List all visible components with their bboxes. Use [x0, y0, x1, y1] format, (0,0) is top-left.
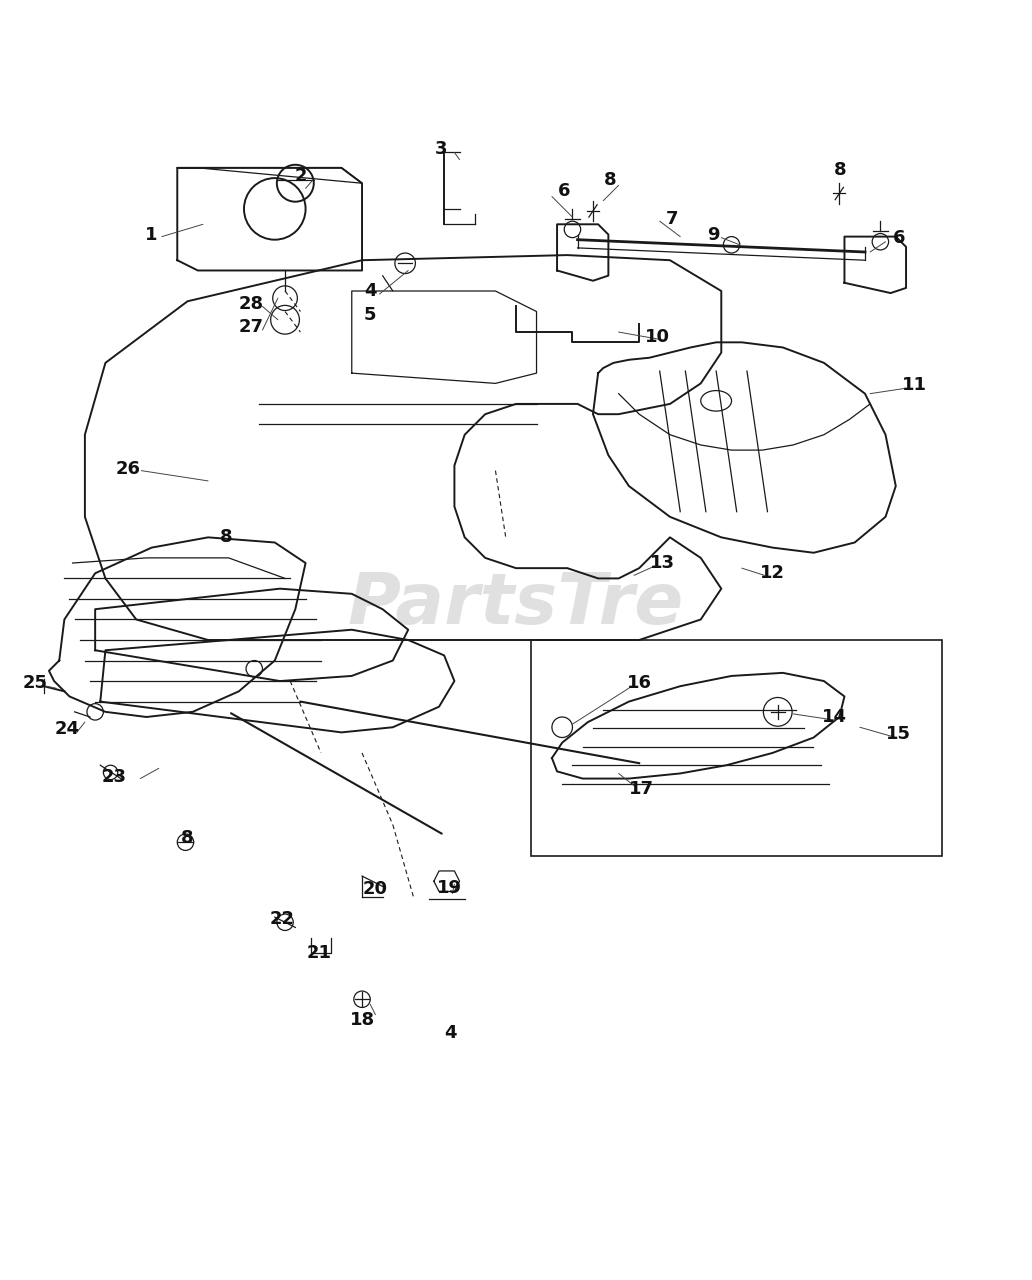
- Text: 1: 1: [146, 225, 158, 243]
- Bar: [531, 640, 942, 855]
- Text: 26: 26: [116, 460, 140, 477]
- Text: 3: 3: [434, 141, 447, 159]
- Text: 12: 12: [761, 564, 785, 582]
- Text: 4: 4: [444, 1024, 456, 1042]
- Text: 10: 10: [645, 328, 670, 346]
- Text: 28: 28: [238, 296, 264, 314]
- Text: 8: 8: [604, 172, 617, 189]
- Text: 8: 8: [220, 529, 233, 547]
- Text: 9: 9: [707, 225, 719, 243]
- Text: 17: 17: [628, 780, 653, 797]
- Text: 5: 5: [364, 306, 377, 324]
- Text: 14: 14: [821, 708, 846, 726]
- Text: 11: 11: [902, 376, 927, 394]
- Text: 6: 6: [558, 183, 571, 201]
- Text: 8: 8: [834, 161, 846, 179]
- Text: 25: 25: [23, 675, 49, 692]
- Text: 16: 16: [626, 675, 651, 692]
- Text: 15: 15: [886, 726, 911, 744]
- Text: 24: 24: [55, 721, 79, 739]
- Text: 19: 19: [437, 879, 461, 897]
- Text: 8: 8: [182, 829, 194, 847]
- Text: 21: 21: [307, 945, 331, 963]
- Text: 7: 7: [666, 210, 678, 228]
- Text: PartsTre: PartsTre: [348, 570, 684, 639]
- Text: 18: 18: [350, 1011, 375, 1029]
- Text: 2: 2: [294, 168, 307, 186]
- Text: 20: 20: [363, 881, 388, 899]
- Text: 23: 23: [101, 768, 126, 786]
- Text: 22: 22: [269, 910, 294, 928]
- Text: 6: 6: [893, 229, 905, 247]
- Text: 27: 27: [238, 317, 264, 335]
- Text: 13: 13: [650, 554, 675, 572]
- Text: 4: 4: [364, 282, 377, 300]
